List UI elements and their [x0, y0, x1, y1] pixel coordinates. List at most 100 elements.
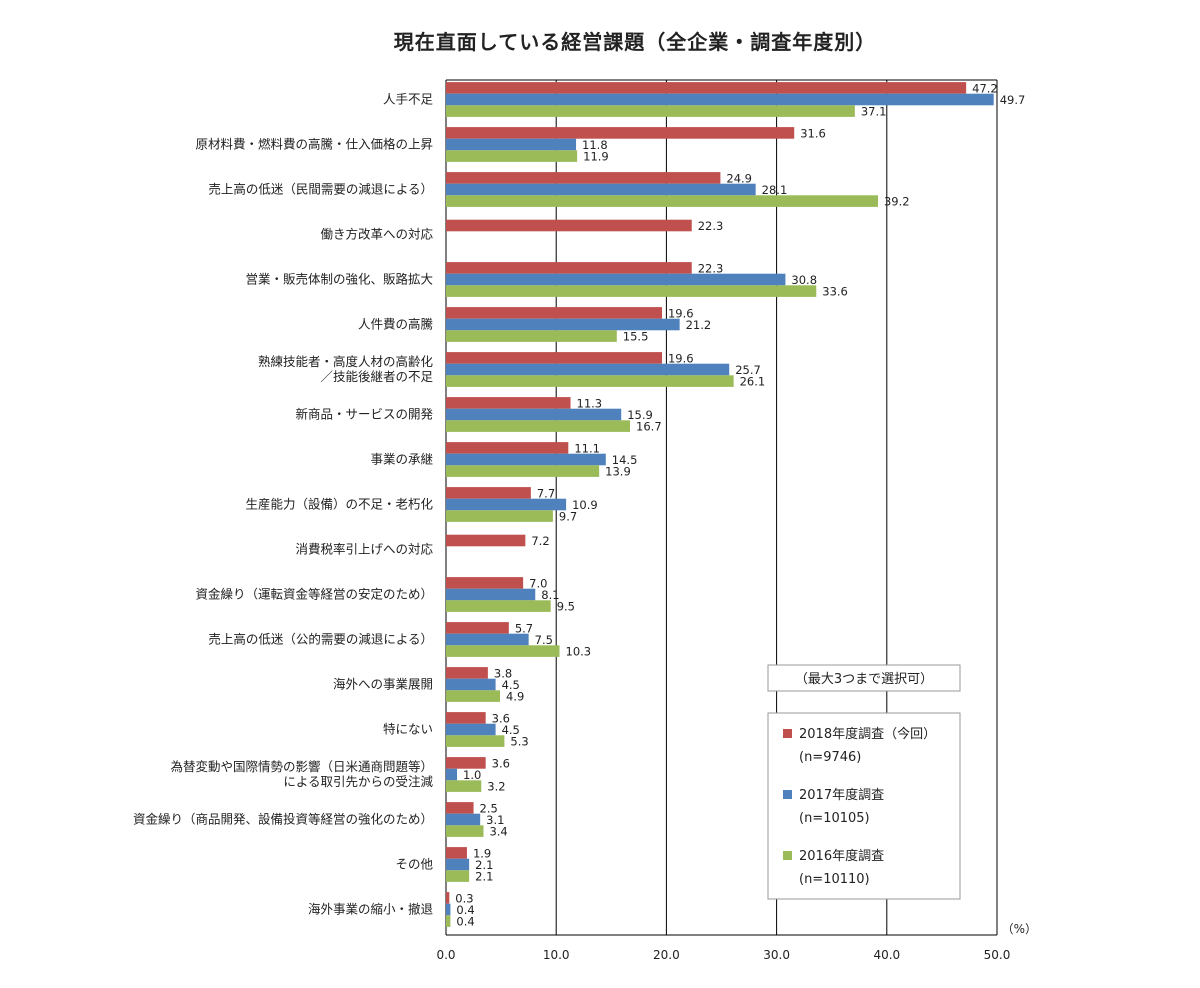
category-label: による取引先からの受注減	[283, 774, 433, 789]
value-label: 31.6	[800, 126, 826, 140]
value-label: 9.5	[557, 600, 575, 614]
bar	[446, 93, 994, 106]
category-label: 海外事業の縮小・撤退	[308, 902, 434, 917]
value-label: 9.7	[559, 510, 577, 524]
legend-note-box	[767, 664, 961, 692]
x-tick-label: 50.0	[984, 948, 1011, 962]
bar	[446, 892, 450, 904]
bar	[446, 138, 577, 151]
bar	[446, 622, 509, 634]
bar	[446, 825, 484, 837]
value-label: 37.1	[861, 105, 887, 119]
bar	[446, 757, 486, 769]
value-label: 0.4	[456, 915, 474, 929]
bar	[446, 183, 756, 196]
bar	[446, 352, 662, 364]
value-label: 0.3	[455, 891, 473, 905]
x-tick-label: 30.0	[763, 948, 790, 962]
value-label: 2.1	[475, 870, 493, 884]
legend-series-n: (n=10110)	[799, 872, 870, 887]
value-label: 7.7	[537, 486, 555, 500]
value-label: 30.8	[791, 273, 817, 287]
legend-series-name: 2018年度調査（今回）	[799, 726, 936, 742]
category-label: 事業の承継	[370, 452, 433, 467]
value-label: 0.4	[456, 903, 474, 917]
value-label: 25.7	[735, 363, 761, 377]
value-label: 24.9	[726, 171, 752, 185]
bar	[446, 678, 496, 691]
bar	[446, 105, 855, 117]
value-label: 1.0	[463, 768, 481, 782]
legend-series-n: (n=9746)	[799, 750, 861, 765]
x-tick-label: 10.0	[543, 948, 570, 962]
bar	[446, 307, 662, 319]
value-label: 10.9	[572, 498, 598, 512]
bar	[446, 498, 567, 511]
value-labels: 47.249.7 37.1 31.6 11.811.9 24.9 28.1 39.2 22.3…	[455, 81, 1025, 928]
category-label: 営業・販売体制の強化、販路拡大	[245, 272, 433, 287]
category-label: ／技能後継者の不足	[320, 369, 433, 384]
value-label: 11.1	[574, 441, 600, 455]
value-label: 3.1	[486, 813, 504, 827]
bar	[446, 273, 786, 286]
category-label: 新商品・サービスの開発	[295, 407, 433, 422]
value-label: 26.1	[740, 375, 766, 389]
legend-swatch	[783, 790, 792, 799]
bar	[446, 510, 553, 522]
x-tick-label: 0.0	[436, 948, 455, 962]
value-label: 4.5	[502, 678, 520, 692]
value-label: 5.7	[515, 621, 533, 635]
legend-swatch	[783, 851, 792, 860]
value-label: 28.1	[762, 183, 788, 197]
bar	[446, 262, 692, 274]
category-label: 働き方改革への対応	[320, 227, 433, 242]
value-label: 4.9	[506, 690, 524, 704]
legend-swatch	[783, 729, 792, 738]
bar	[446, 813, 481, 826]
category-label: 熟練技能者・高度人材の高齢化	[258, 354, 434, 369]
bar	[446, 667, 488, 679]
value-label: 49.7	[1000, 93, 1026, 107]
chart-title: 現在直面している経営課題（全企業・調査年度別）	[393, 30, 877, 54]
bar	[446, 735, 505, 747]
bar	[446, 442, 569, 454]
value-label: 13.9	[605, 465, 631, 479]
category-label: 資金繰り（商品開発、設備投資等経営の強化のため）	[133, 812, 433, 827]
value-label: 8.1	[541, 588, 559, 602]
value-label: 10.3	[566, 645, 592, 659]
bar	[446, 915, 451, 927]
value-label: 47.2	[972, 81, 998, 95]
bar	[446, 318, 680, 331]
category-label: 資金繰り（運転資金等経営の安定のため）	[195, 587, 433, 602]
value-label: 11.9	[583, 150, 609, 164]
value-label: 7.0	[529, 576, 547, 590]
value-label: 3.6	[492, 756, 510, 770]
category-label: 原材料費・燃料費の高騰・仕入価格の上昇	[195, 137, 433, 152]
legend-series-n: (n=10105)	[799, 811, 870, 826]
value-label: 21.2	[686, 318, 712, 332]
value-label: 3.8	[494, 666, 512, 680]
bar	[446, 588, 536, 601]
bar	[446, 150, 578, 162]
bar	[446, 858, 470, 871]
category-label: 生産能力（設備）の不足・老朽化	[245, 497, 433, 512]
value-label: 2.5	[480, 801, 498, 815]
category-label: 売上高の低迷（公的需要の減退による）	[208, 632, 433, 647]
category-labels: 人手不足原材料費・燃料費の高騰・仕入価格の上昇売上高の低迷（民間需要の減退による…	[133, 92, 434, 917]
value-label: 15.9	[627, 408, 653, 422]
value-label: 2.1	[475, 858, 493, 872]
bar	[446, 195, 878, 207]
bar	[446, 534, 526, 547]
bar	[446, 802, 474, 814]
value-label: 3.4	[489, 825, 507, 839]
bar	[446, 127, 795, 139]
value-label: 14.5	[612, 453, 638, 467]
category-label: 特にない	[383, 722, 433, 737]
bar	[446, 363, 730, 376]
value-label: 4.5	[502, 723, 520, 737]
bar	[446, 633, 529, 646]
bar	[446, 408, 622, 421]
legend-series-name: 2016年度調査	[799, 848, 884, 864]
value-label: 22.3	[698, 261, 724, 275]
